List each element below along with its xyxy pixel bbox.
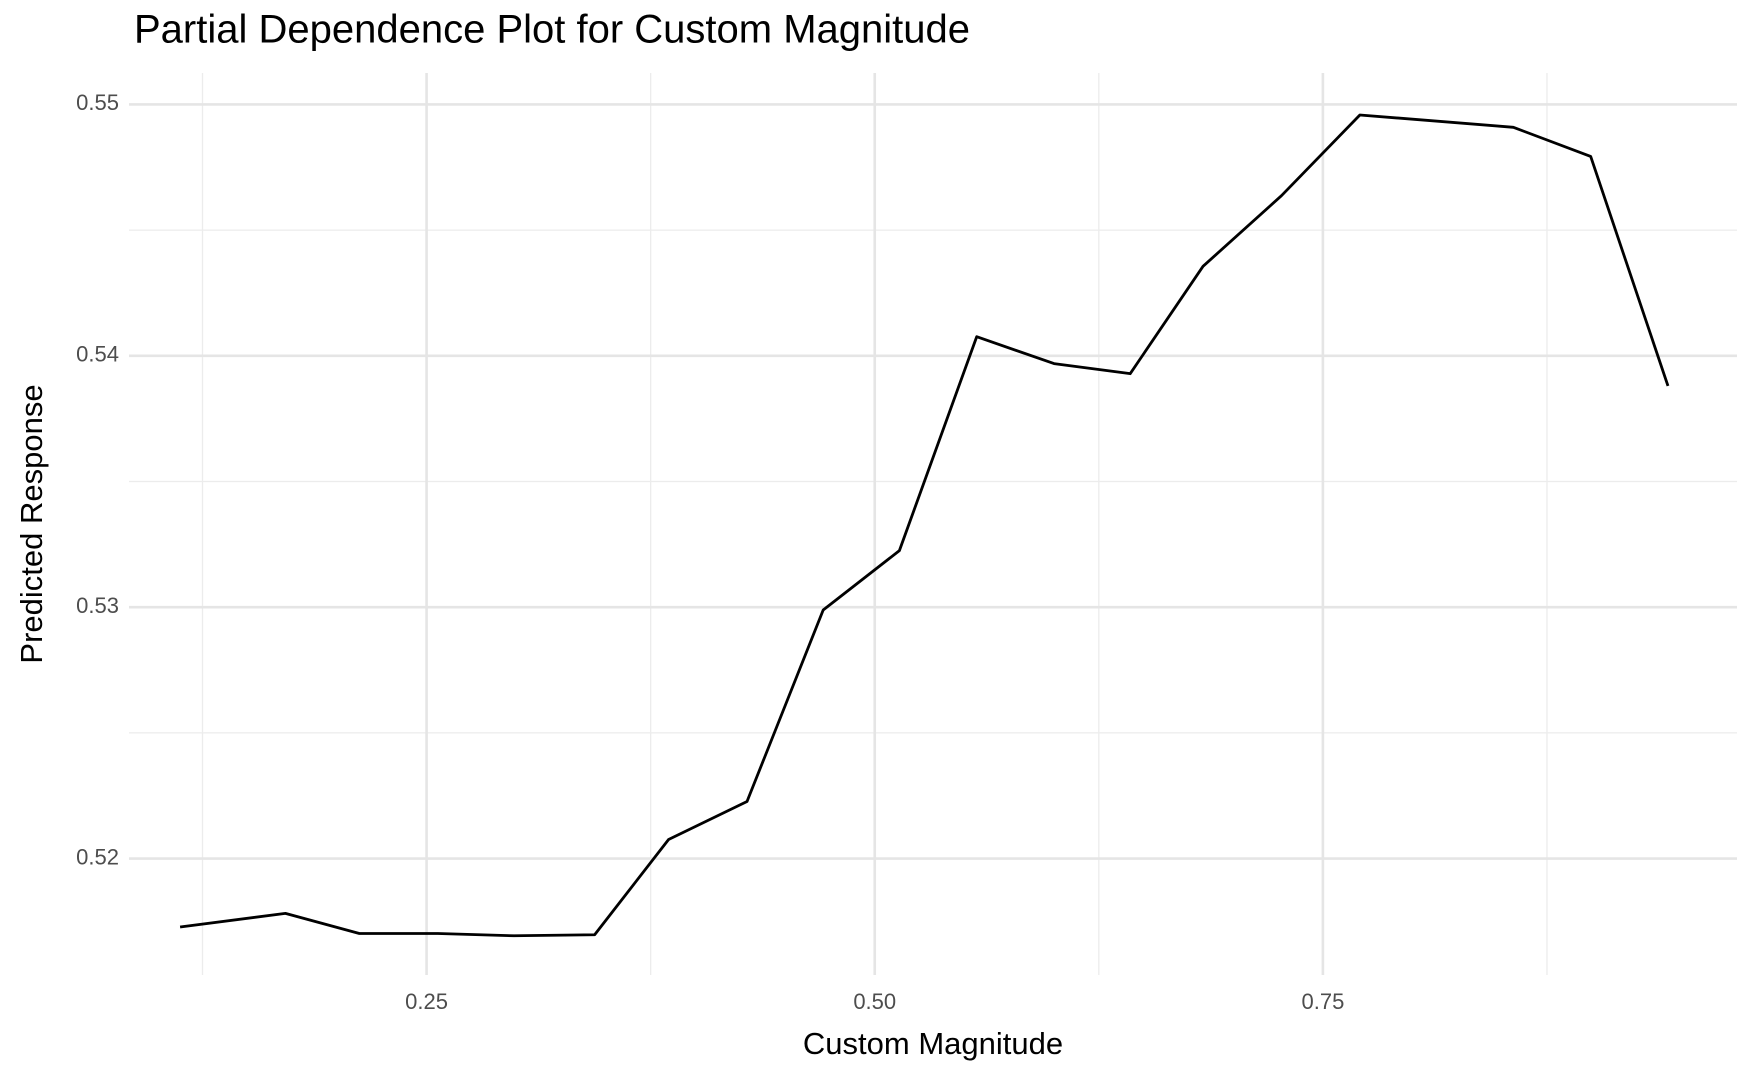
x-tick-label: 0.50 — [853, 989, 896, 1014]
y-tick-label: 0.54 — [76, 342, 119, 367]
y-tick-label: 0.53 — [76, 593, 119, 618]
y-tick-label: 0.52 — [76, 844, 119, 869]
chart-title: Partial Dependence Plot for Custom Magni… — [134, 8, 970, 52]
x-tick-label: 0.25 — [405, 989, 448, 1014]
x-axis-title: Custom Magnitude — [803, 1026, 1063, 1061]
y-tick-label: 0.55 — [76, 90, 119, 115]
y-axis-title: Predicted Response — [14, 384, 49, 663]
x-tick-label: 0.75 — [1301, 989, 1344, 1014]
line — [179, 113, 1670, 938]
